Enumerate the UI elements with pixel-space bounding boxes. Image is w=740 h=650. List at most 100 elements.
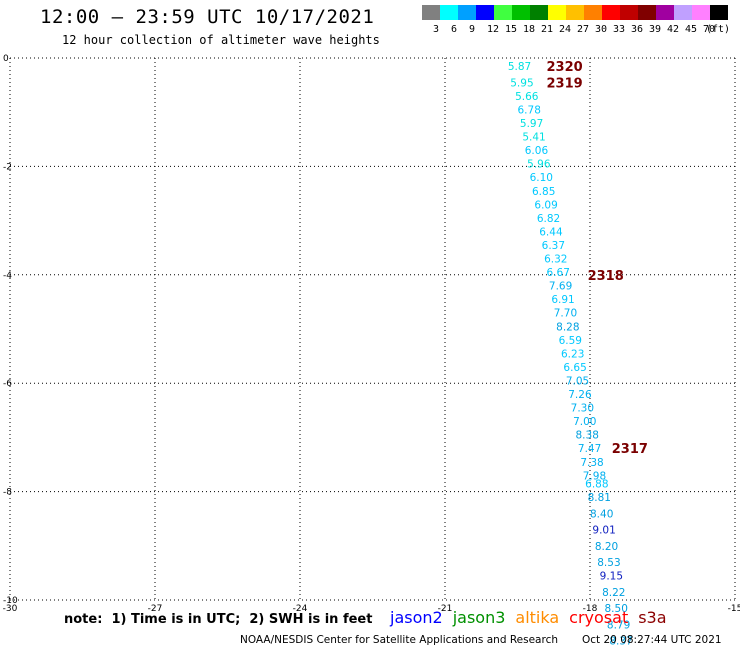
wave-height-value: 6.65 [563,362,586,374]
scale-swatch [674,5,692,20]
satellite-legend: jason2 jason3 altika cryosat s3a [390,608,677,627]
wave-height-value: 5.66 [515,91,539,103]
map-title: 12:00 – 23:59 UTC 10/17/2021 [40,6,375,28]
map-grid [9,57,736,601]
wave-height-value: 7.38 [580,457,603,469]
scale-label: 30 [595,24,608,35]
map-subtitle: 12 hour collection of altimeter wave hei… [62,33,380,47]
wave-height-value: 8.22 [602,587,625,599]
wave-height-value: 7.70 [554,308,577,320]
scale-swatch [440,5,458,20]
lon-tick-label: -24 [293,604,308,614]
footnote: note: 1) Time is in UTC; 2) SWH is in fe… [64,612,373,627]
wave-height-value: 7.98 [583,470,606,482]
scale-swatch [512,5,530,20]
scale-swatch [584,5,602,20]
scale-label: 36 [631,24,644,35]
wave-height-value: 8.53 [597,557,620,569]
satellite-cryosat: cryosat [569,608,629,627]
wave-height-value: 8.38 [576,430,599,442]
wave-height-value: 6.32 [544,254,567,266]
lat-tick-label: -10 [3,596,18,606]
lat-tick-label: -8 [3,488,12,498]
credit-line: NOAA/NESDIS Center for Satellite Applica… [240,634,558,646]
wave-height-value: 6.85 [532,186,555,198]
wave-height-value: 6.82 [537,213,560,225]
wave-height-value: 7.47 [578,443,601,455]
wave-height-value: 5.95 [510,77,533,89]
wave-height-value: 9.15 [600,571,623,583]
wave-height-value: 6.59 [559,335,582,347]
wave-height-value: 7.05 [566,375,589,387]
wave-height-value: 7.69 [549,281,572,293]
scale-unit: (ft) [706,24,731,35]
wave-height-value: 8.81 [588,492,611,504]
wave-height-value: 6.88 [585,478,608,490]
lat-tick-label: -6 [3,379,12,389]
wave-height-value: 8.20 [595,541,618,553]
scale-swatch [422,5,440,20]
scale-label: 21 [541,24,554,35]
wave-height-value: 6.67 [547,267,570,279]
scale-label: 12 [487,24,500,35]
lon-tick-label: -30 [3,604,18,614]
wave-height-value: 8.50 [605,603,628,615]
lat-tick-label: -2 [3,162,12,172]
satellite-s3a: s3a [638,608,667,627]
scale-label: 70 [703,24,716,35]
pass-time-label: 2318 [588,269,624,284]
scale-swatch [620,5,638,20]
scale-swatch [602,5,620,20]
scale-label: 24 [559,24,572,35]
wave-height-value: 7.26 [568,389,592,401]
scale-swatch [710,5,728,20]
wave-height-value: 6.78 [518,104,541,116]
wave-height-value: 6.37 [542,240,565,252]
scale-swatch [638,5,656,20]
satellite-jason3: jason3 [452,608,506,627]
lon-tick-label: -15 [728,604,740,614]
wave-height-value: 5.41 [522,132,545,144]
scale-swatch [494,5,512,20]
scale-label: 9 [469,24,476,35]
wave-height-value: 5.87 [508,61,531,73]
wave-height-observations: 5.87 5.95 5.666.78 5.97 5.416.06 5.966.10 6.85… [508,61,633,648]
scale-label: 33 [613,24,626,35]
wave-height-value: 7.00 [573,416,596,428]
scale-label: 42 [667,24,680,35]
wave-height-value: 7.30 [571,403,594,415]
wave-height-value: 6.06 [525,145,549,157]
generated-timestamp: Oct 20 08:27:44 UTC 2021 [582,634,722,646]
scale-swatch [566,5,584,20]
wave-height-value: 8.37 [609,636,632,648]
scale-label: 39 [649,24,662,35]
wave-height-value: 6.23 [561,348,584,360]
lat-tick-label: 0 [3,54,9,64]
scale-swatch [458,5,476,20]
lon-tick-label: -21 [438,604,453,614]
satellite-jason2: jason2 [390,608,443,627]
scale-swatch [530,5,548,20]
satellite-altika: altika [515,608,560,627]
scale-label: 15 [505,24,518,35]
map-axis-ticks: -30 -27 -24 -21 -18 -15 0 -2 -4 -6 -8 -10 [3,54,740,614]
wave-height-value: 6.09 [534,199,557,211]
pass-time-label: 2319 [547,76,583,91]
scale-swatch [548,5,566,20]
scale-swatch [656,5,674,20]
scale-label: 6 [451,24,458,35]
lon-tick-label: -18 [583,604,598,614]
scale-label: 3 [433,24,440,35]
wave-height-value: 5.96 [527,159,551,171]
scale-swatch [692,5,710,20]
wave-height-value: 8.28 [556,321,579,333]
wave-height-value: 8.40 [590,508,613,520]
wave-height-value: 6.44 [539,226,563,238]
wave-height-value: 8.79 [607,619,630,631]
scale-label: 18 [523,24,536,35]
pass-time-label: 2320 [547,60,583,75]
lon-tick-label: -27 [148,604,163,614]
wave-height-value: 6.10 [530,172,553,184]
